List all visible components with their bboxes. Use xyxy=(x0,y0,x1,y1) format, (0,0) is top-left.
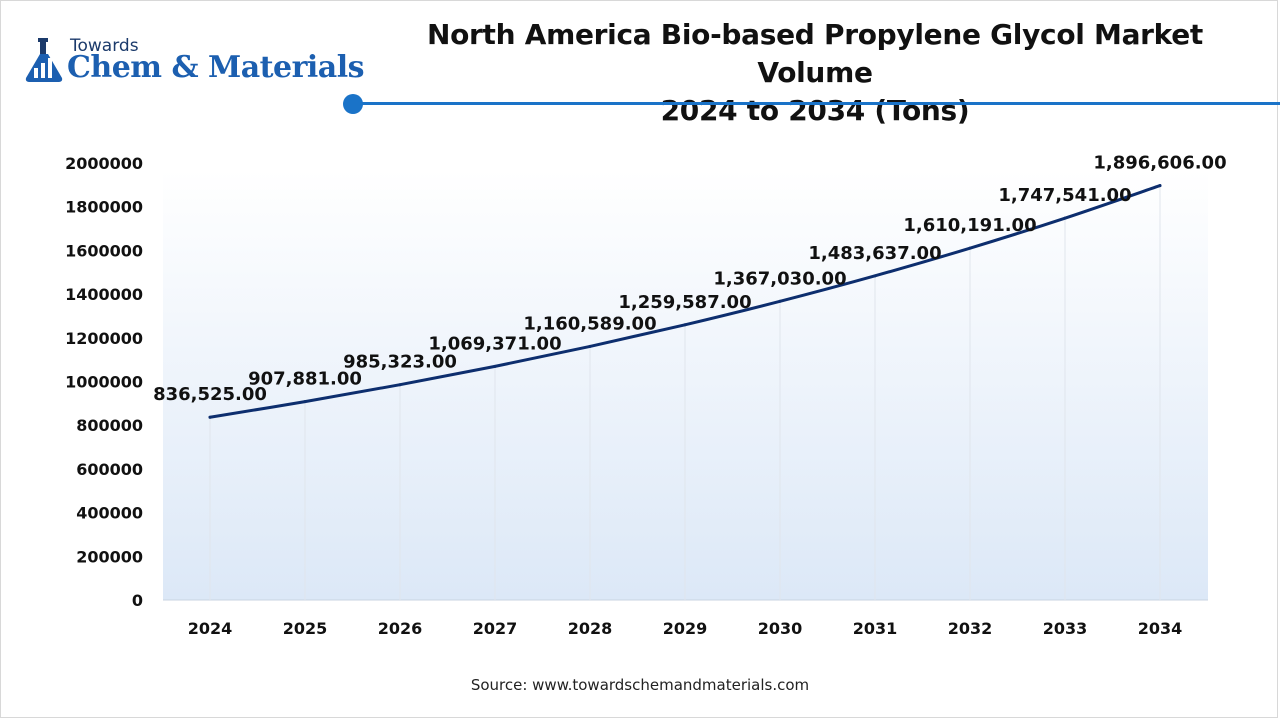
y-tick-label: 400000 xyxy=(76,504,143,523)
brand-small-text: Towards xyxy=(70,36,139,56)
data-point-2033 xyxy=(1063,216,1067,220)
data-label-2026: 985,323.00 xyxy=(343,352,457,373)
x-tick-label: 2025 xyxy=(283,619,328,638)
brand-logo: Towards Chem & Materials xyxy=(22,34,365,90)
data-label-2031: 1,483,637.00 xyxy=(808,243,941,264)
data-point-2025 xyxy=(303,400,307,404)
data-label-2034: 1,896,606.00 xyxy=(1093,153,1226,174)
data-label-2025: 907,881.00 xyxy=(248,369,362,390)
x-tick-label: 2031 xyxy=(853,619,898,638)
flask-chart-icon xyxy=(25,38,63,82)
chart-title-line-1: North America Bio-based Propylene Glycol… xyxy=(426,18,1204,89)
y-tick-label: 1200000 xyxy=(65,329,143,348)
x-tick-label: 2032 xyxy=(948,619,993,638)
x-tick-label: 2027 xyxy=(473,619,518,638)
brand-name: Chem & Materials xyxy=(67,50,365,85)
chart-title-line-2: 2024 to 2034 (Tons) xyxy=(660,94,970,127)
data-label-2028: 1,160,589.00 xyxy=(523,313,656,334)
x-tick-label: 2029 xyxy=(663,619,708,638)
data-point-2028 xyxy=(588,344,592,348)
data-label-2027: 1,069,371.00 xyxy=(428,333,561,354)
data-label-2029: 1,259,587.00 xyxy=(618,292,751,313)
chart-title: North America Bio-based Propylene Glycol… xyxy=(380,16,1250,130)
y-tick-label: 2000000 xyxy=(65,154,143,173)
data-point-2030 xyxy=(778,299,782,303)
y-tick-label: 0 xyxy=(132,591,143,610)
divider-line xyxy=(354,102,1280,105)
data-label-2033: 1,747,541.00 xyxy=(998,185,1131,206)
x-tick-label: 2034 xyxy=(1138,619,1183,638)
x-tick-label: 2026 xyxy=(378,619,423,638)
data-point-2034 xyxy=(1158,184,1162,188)
y-tick-label: 200000 xyxy=(76,547,143,566)
source-note: Source: www.towardschemandmaterials.com xyxy=(470,676,810,694)
y-tick-label: 1000000 xyxy=(65,373,143,392)
data-point-2031 xyxy=(873,274,877,278)
divider-dot xyxy=(343,94,363,114)
x-tick-label: 2024 xyxy=(188,619,233,638)
data-point-2029 xyxy=(683,323,687,327)
data-point-2024 xyxy=(208,415,212,419)
x-tick-label: 2030 xyxy=(758,619,803,638)
data-label-2030: 1,367,030.00 xyxy=(713,268,846,289)
y-tick-label: 1400000 xyxy=(65,285,143,304)
data-label-2024: 836,525.00 xyxy=(153,384,267,405)
data-point-2026 xyxy=(398,383,402,387)
data-label-2032: 1,610,191.00 xyxy=(903,215,1036,236)
data-point-2032 xyxy=(968,246,972,250)
y-tick-label: 600000 xyxy=(76,460,143,479)
y-tick-label: 1600000 xyxy=(65,241,143,260)
y-tick-label: 1800000 xyxy=(65,198,143,217)
x-tick-label: 2028 xyxy=(568,619,613,638)
x-tick-label: 2033 xyxy=(1043,619,1088,638)
data-point-2027 xyxy=(493,364,497,368)
y-tick-label: 800000 xyxy=(76,416,143,435)
